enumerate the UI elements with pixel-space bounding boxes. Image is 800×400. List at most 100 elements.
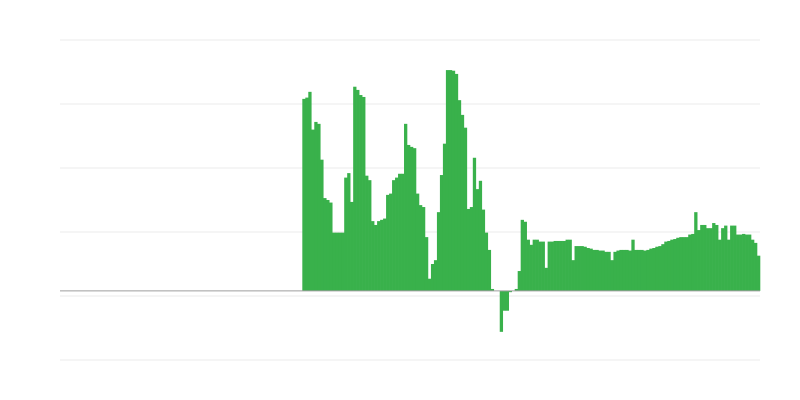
bar <box>401 173 405 291</box>
bar <box>410 146 414 291</box>
bar <box>556 240 560 291</box>
bar <box>439 175 444 291</box>
bar <box>535 239 539 291</box>
bar <box>487 249 492 291</box>
bar <box>700 224 704 291</box>
bar <box>721 228 725 291</box>
bar <box>341 232 345 291</box>
bar <box>326 200 330 291</box>
bar <box>622 249 626 291</box>
bar <box>571 260 575 291</box>
bar <box>427 278 432 291</box>
bar <box>481 209 486 291</box>
bar <box>547 241 551 291</box>
bar <box>664 241 668 291</box>
bar <box>595 249 599 291</box>
bar <box>607 251 611 291</box>
bar <box>580 246 584 291</box>
bar <box>314 121 318 291</box>
bar <box>751 239 755 291</box>
bar <box>395 177 399 291</box>
bar <box>667 240 671 291</box>
bar <box>490 288 495 291</box>
bar <box>712 223 716 291</box>
bar <box>643 250 647 291</box>
bar <box>317 123 321 291</box>
bar <box>583 246 587 291</box>
bar <box>688 234 692 291</box>
bar <box>332 232 336 291</box>
bar <box>559 240 563 291</box>
bar <box>676 237 680 291</box>
bar <box>499 290 504 332</box>
bar <box>472 157 477 291</box>
bar <box>754 242 758 291</box>
bar <box>694 212 698 291</box>
bar <box>673 239 677 291</box>
bar <box>362 96 366 291</box>
bar <box>736 234 740 291</box>
bar <box>475 189 480 291</box>
bar <box>463 127 468 291</box>
bar <box>424 237 429 291</box>
bar <box>679 237 683 291</box>
bar <box>682 237 686 291</box>
bar <box>739 234 743 291</box>
bar <box>610 260 614 291</box>
bars <box>302 70 761 332</box>
bar <box>757 255 761 291</box>
bar <box>529 244 533 291</box>
bar <box>454 73 459 291</box>
bar <box>347 173 351 291</box>
bar <box>532 239 536 291</box>
bar <box>442 143 447 291</box>
bar <box>359 95 363 291</box>
bar <box>652 248 656 291</box>
bar <box>323 198 327 291</box>
bar <box>715 224 719 291</box>
bar <box>508 290 513 293</box>
bar <box>703 224 707 291</box>
bar <box>577 246 581 291</box>
bar <box>598 250 602 291</box>
bar <box>745 234 749 291</box>
bar <box>634 249 638 291</box>
bar <box>586 248 590 291</box>
bar <box>724 225 728 291</box>
bar <box>505 290 510 311</box>
bar <box>377 221 381 291</box>
bar <box>308 91 312 291</box>
bar <box>305 97 309 291</box>
bar <box>538 241 542 291</box>
bar <box>335 232 339 291</box>
bar <box>320 159 324 291</box>
bar <box>649 248 653 291</box>
bar <box>466 208 471 291</box>
bar <box>748 234 752 291</box>
bar <box>380 219 384 291</box>
bar <box>374 224 378 291</box>
bar <box>412 148 417 291</box>
bar <box>730 225 734 291</box>
bar <box>568 239 572 291</box>
bar <box>514 288 518 291</box>
bar <box>628 250 632 291</box>
bar <box>637 249 641 291</box>
bar <box>718 239 722 291</box>
bar <box>619 249 623 291</box>
bar <box>445 70 450 291</box>
bar <box>457 100 462 291</box>
bar <box>631 239 635 291</box>
bar <box>392 180 396 291</box>
bar <box>460 114 465 291</box>
bar <box>541 241 545 291</box>
bar <box>727 239 731 291</box>
bar <box>553 240 557 291</box>
bar <box>544 267 548 291</box>
bar <box>706 228 710 291</box>
bar <box>604 251 608 291</box>
bar <box>742 233 746 291</box>
bar <box>433 260 438 291</box>
bar <box>670 239 674 291</box>
